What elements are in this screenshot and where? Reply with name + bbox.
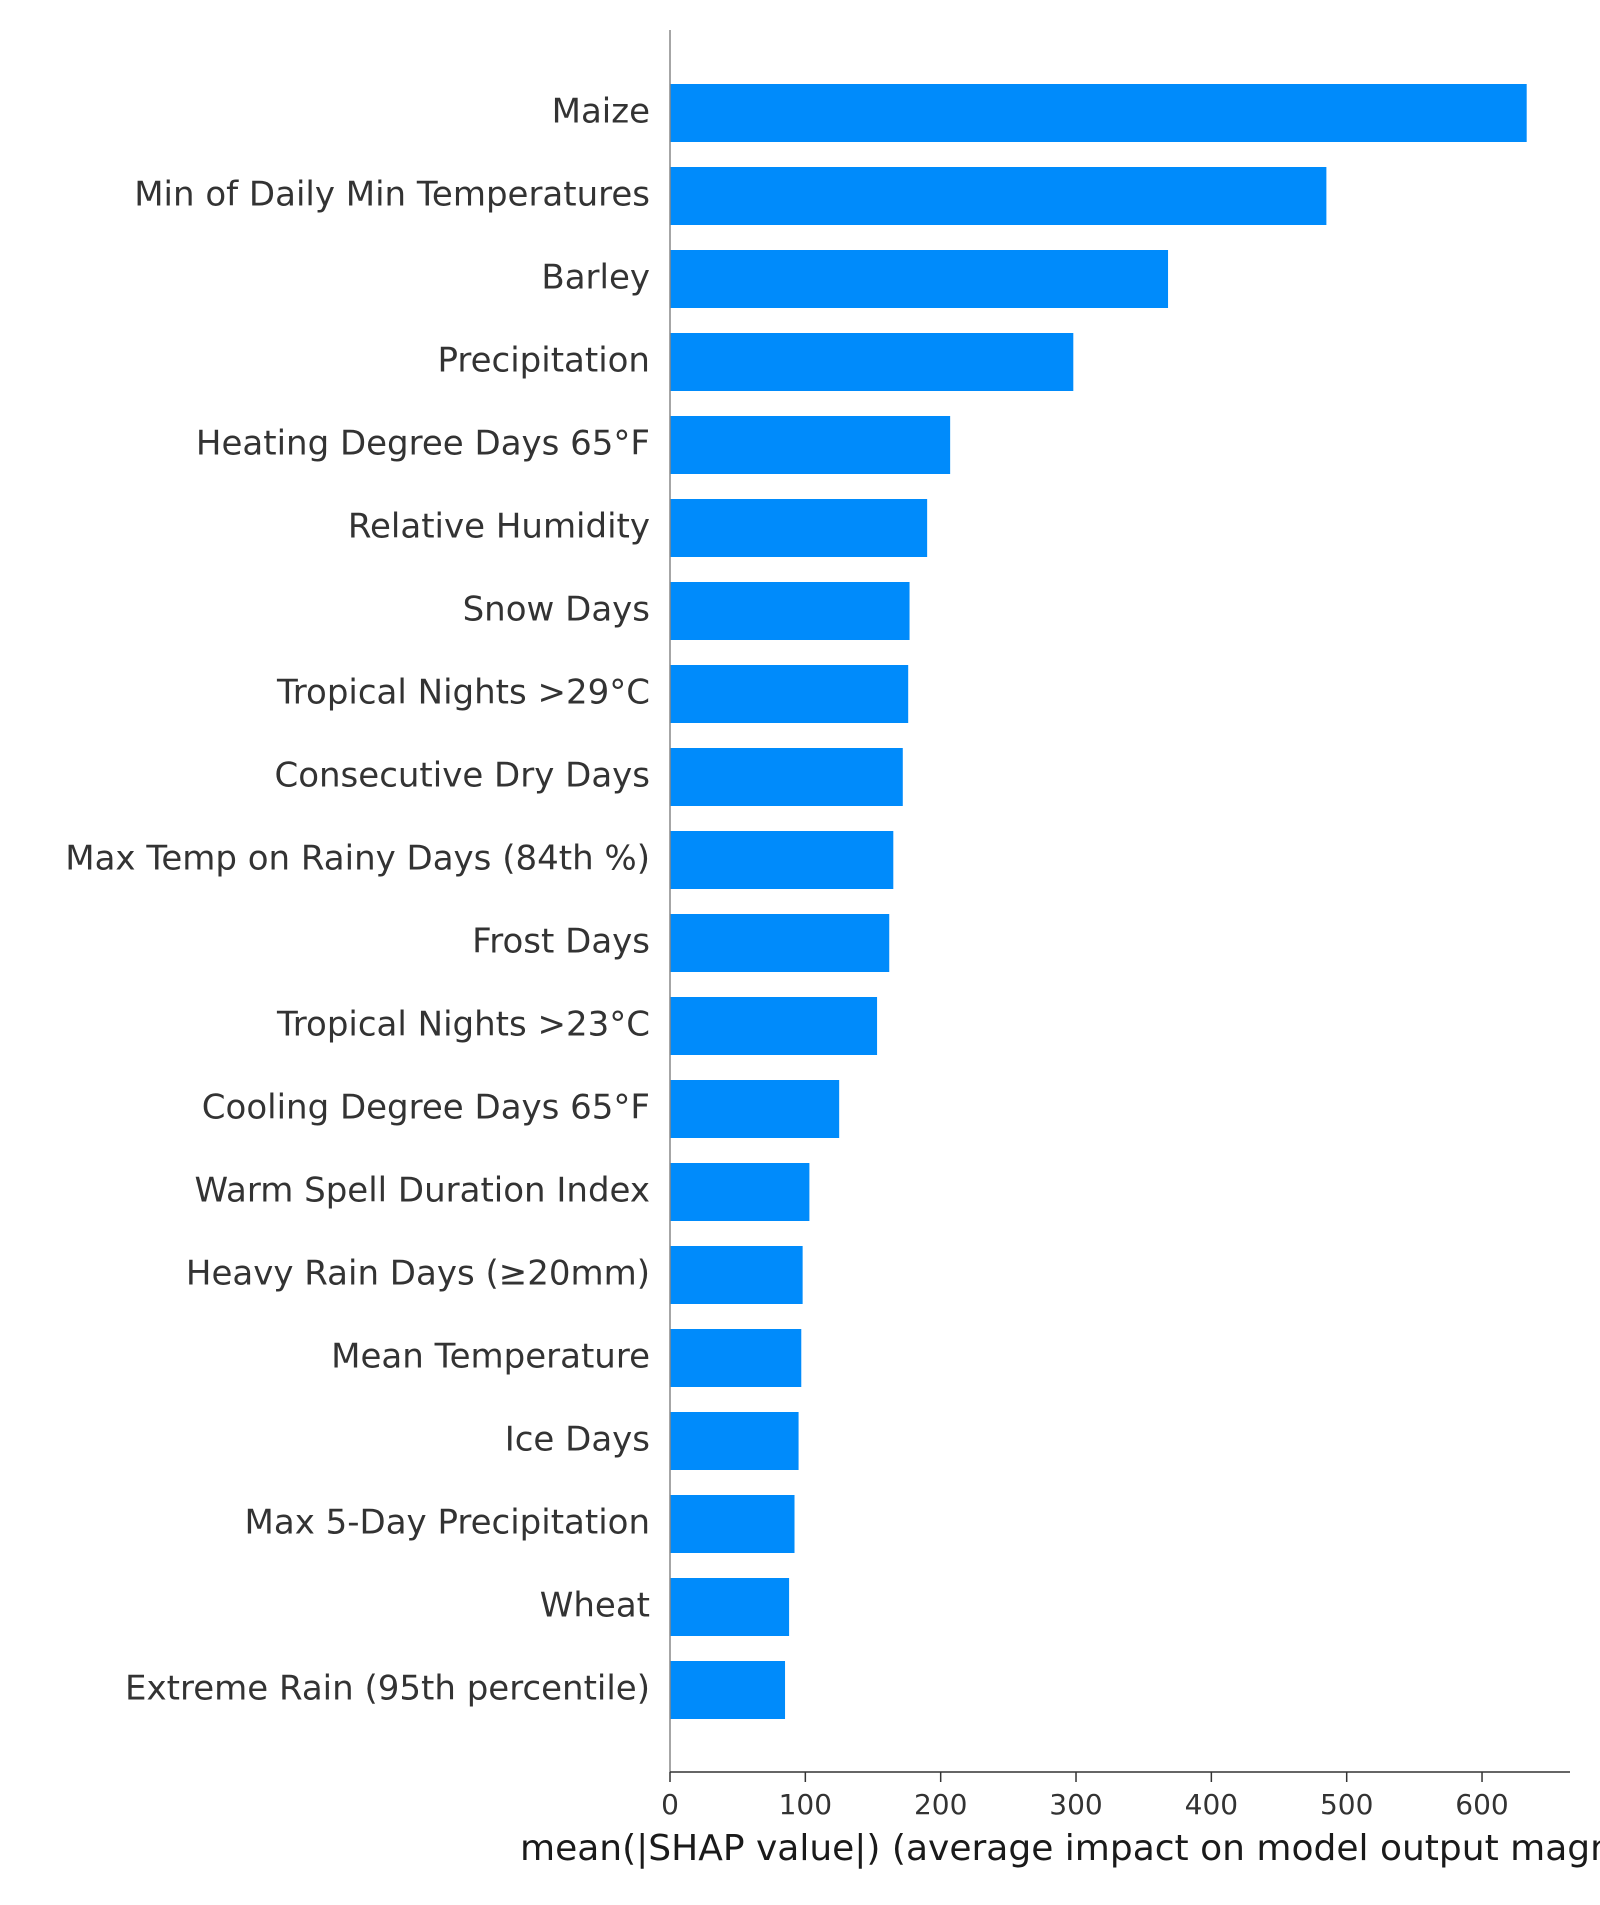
- category-label-16: Ice Days: [505, 1420, 650, 1460]
- bar-13: [670, 1163, 810, 1221]
- x-tick-label-5: 500: [1320, 1788, 1373, 1821]
- category-label-11: Tropical Nights >23°C: [276, 1005, 650, 1045]
- category-label-0: Maize: [552, 92, 650, 132]
- category-label-19: Extreme Rain (95th percentile): [125, 1669, 650, 1709]
- bar-14: [670, 1246, 803, 1304]
- x-tick-label-6: 600: [1455, 1788, 1508, 1821]
- category-labels: Maize Min of Daily Min Temperatures Barley…: [65, 92, 650, 1709]
- bar-19: [670, 1661, 786, 1719]
- bar-5: [670, 499, 928, 557]
- bar-0: [670, 84, 1527, 142]
- category-label-14: Heavy Rain Days (≥20mm): [186, 1254, 650, 1294]
- category-label-7: Tropical Nights >29°C: [276, 673, 650, 713]
- category-label-17: Max 5-Day Precipitation: [245, 1503, 650, 1543]
- bars-layer: [670, 84, 1527, 1719]
- category-label-10: Frost Days: [472, 922, 650, 962]
- category-label-1: Min of Daily Min Temperatures: [134, 175, 650, 215]
- category-label-8: Consecutive Dry Days: [274, 756, 650, 796]
- x-tick-label-0: 0: [661, 1788, 679, 1821]
- x-tick-label-4: 400: [1185, 1788, 1238, 1821]
- category-label-13: Warm Spell Duration Index: [195, 1171, 650, 1211]
- bar-4: [670, 416, 951, 474]
- x-axis-ticks: 0 100 200 300 400 500 600: [661, 1772, 1509, 1821]
- bar-16: [670, 1412, 799, 1470]
- x-tick-label-2: 200: [914, 1788, 967, 1821]
- category-label-3: Precipitation: [437, 341, 650, 381]
- category-label-5: Relative Humidity: [348, 507, 650, 547]
- x-tick-label-3: 300: [1049, 1788, 1102, 1821]
- category-label-2: Barley: [541, 258, 650, 298]
- bar-8: [670, 748, 903, 806]
- bar-18: [670, 1578, 790, 1636]
- bar-1: [670, 167, 1327, 225]
- bar-12: [670, 1080, 840, 1138]
- bar-6: [670, 582, 910, 640]
- bar-9: [670, 831, 894, 889]
- category-label-12: Cooling Degree Days 65°F: [202, 1088, 650, 1128]
- bar-7: [670, 665, 909, 723]
- bar-15: [670, 1329, 802, 1387]
- bar-2: [670, 250, 1169, 308]
- bar-11: [670, 997, 878, 1055]
- x-tick-label-1: 100: [779, 1788, 832, 1821]
- bar-3: [670, 333, 1074, 391]
- category-label-15: Mean Temperature: [331, 1337, 650, 1377]
- bar-10: [670, 914, 890, 972]
- x-axis-title: mean(|SHAP value|) (average impact on mo…: [520, 1828, 1600, 1869]
- category-label-9: Max Temp on Rainy Days (84th %): [65, 839, 650, 879]
- category-label-18: Wheat: [540, 1586, 650, 1626]
- category-label-4: Heating Degree Days 65°F: [196, 424, 650, 464]
- category-label-6: Snow Days: [463, 590, 650, 630]
- bar-17: [670, 1495, 795, 1553]
